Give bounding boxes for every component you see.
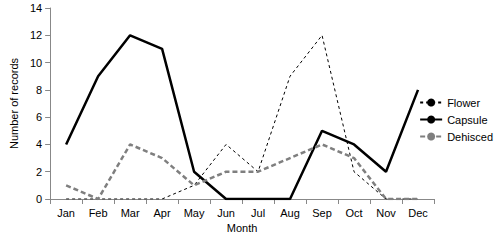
svg-text:Flower: Flower <box>447 97 480 109</box>
svg-text:Dec: Dec <box>408 207 428 219</box>
svg-text:Jun: Jun <box>217 207 235 219</box>
svg-text:May: May <box>184 207 205 219</box>
svg-text:2: 2 <box>36 166 42 178</box>
svg-text:Apr: Apr <box>154 207 171 219</box>
svg-text:Nov: Nov <box>376 207 396 219</box>
svg-text:Feb: Feb <box>89 207 108 219</box>
svg-text:Capsule: Capsule <box>447 114 487 126</box>
svg-text:14: 14 <box>30 2 42 14</box>
svg-text:Oct: Oct <box>345 207 362 219</box>
svg-text:Aug: Aug <box>280 207 300 219</box>
svg-text:4: 4 <box>36 138 42 150</box>
svg-text:Jan: Jan <box>57 207 75 219</box>
svg-text:Month: Month <box>227 222 258 234</box>
svg-text:Number of records: Number of records <box>8 57 20 149</box>
svg-text:Mar: Mar <box>121 207 140 219</box>
svg-text:6: 6 <box>36 111 42 123</box>
svg-text:Sep: Sep <box>312 207 332 219</box>
svg-text:Dehisced: Dehisced <box>447 131 493 143</box>
svg-text:8: 8 <box>36 84 42 96</box>
svg-text:12: 12 <box>30 29 42 41</box>
svg-text:0: 0 <box>36 193 42 205</box>
svg-text:Jul: Jul <box>251 207 265 219</box>
svg-text:10: 10 <box>30 57 42 69</box>
